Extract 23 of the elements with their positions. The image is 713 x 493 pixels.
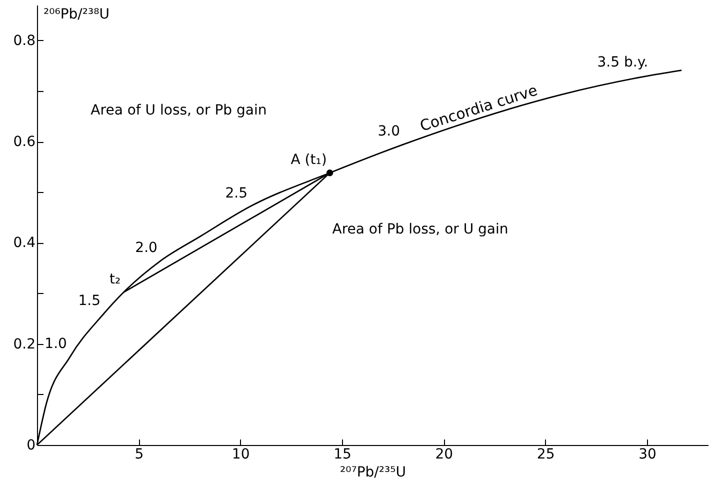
y-tick-label: 0.2 <box>13 336 36 352</box>
annotation: 1.0 <box>44 336 67 352</box>
y-axis-title: ²⁰⁶Pb/²³⁸U <box>44 6 110 22</box>
annotation: 2.5 <box>225 185 248 202</box>
annotation: A (t₁) <box>290 152 327 168</box>
y-tick-label: 0 <box>26 438 36 454</box>
y-tick-label: 0.6 <box>13 134 36 150</box>
y-tick-label: 0.4 <box>13 235 36 252</box>
y-tick-label: 0.8 <box>13 32 36 49</box>
x-tick-label: 5 <box>134 446 144 462</box>
annotation: 3.5 b.y. <box>597 54 648 70</box>
x-tick-label: 30 <box>638 446 656 462</box>
x-tick-label: 25 <box>536 446 555 462</box>
x-tick-label: 10 <box>232 446 250 462</box>
annotation: 1.5 <box>78 293 100 310</box>
x-axis-title: ²⁰⁷Pb/²³⁵U <box>340 464 406 480</box>
annotation: 3.0 <box>378 124 400 140</box>
x-tick-label: 20 <box>435 446 454 462</box>
annotation: t₂ <box>110 271 121 288</box>
annotation: Area of Pb loss, or U gain <box>332 221 508 238</box>
annotation: 2.0 <box>135 240 158 256</box>
x-tick-label: 15 <box>334 446 352 462</box>
annotation: Area of U loss, or Pb gain <box>90 102 267 119</box>
